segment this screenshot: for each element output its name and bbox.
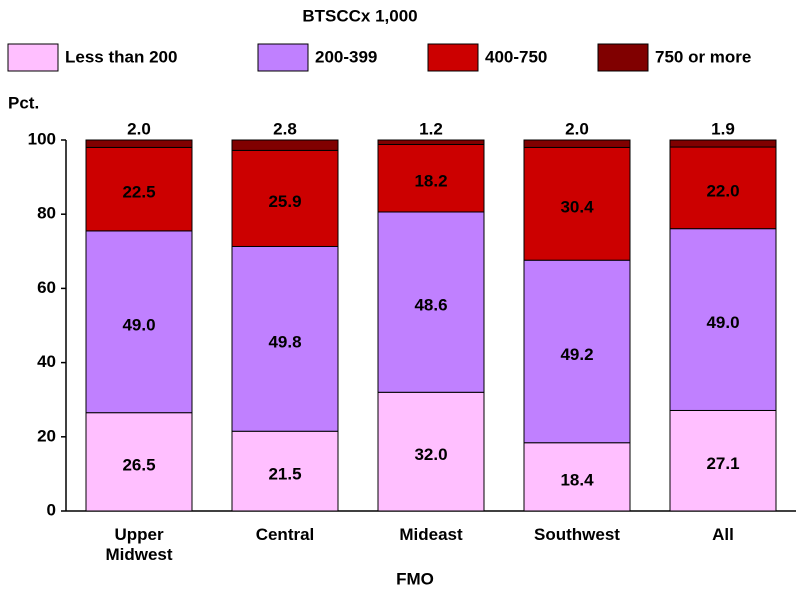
- data-label: 27.1: [706, 454, 739, 473]
- bar-segment: [377, 143, 485, 213]
- data-label: 32.0: [414, 445, 447, 464]
- bar-segment: [231, 430, 339, 512]
- legend-swatch: [597, 43, 649, 72]
- bar-segment: [669, 146, 777, 230]
- bar-segment: [85, 146, 193, 232]
- y-tick-label: 100: [28, 129, 56, 148]
- data-label: 49.2: [560, 345, 593, 364]
- bar-segment: [523, 139, 631, 148]
- data-label: 2.8: [273, 119, 297, 138]
- bar-segment: [523, 146, 631, 261]
- bar-segment: [377, 211, 485, 393]
- data-label: 22.5: [122, 183, 155, 202]
- x-tick-label: Southwest: [534, 525, 620, 544]
- bar-segment: [377, 139, 485, 145]
- data-label: 2.0: [565, 119, 589, 138]
- y-tick-label: 0: [47, 500, 56, 519]
- bar-segment: [669, 409, 777, 512]
- data-label: 49.0: [122, 315, 155, 334]
- legend-label: Less than 200: [65, 47, 177, 66]
- x-axis-label: FMO: [396, 569, 434, 588]
- bar-segment: [523, 442, 631, 512]
- y-axis-label: Pct.: [8, 93, 39, 112]
- legend-label: 750 or more: [655, 47, 751, 66]
- bar-segment: [523, 259, 631, 444]
- bar-segment: [85, 139, 193, 148]
- chart-title: BTSCCx 1,000: [302, 6, 417, 25]
- x-tick-label: Upper Midwest: [105, 525, 173, 564]
- data-label: 26.5: [122, 455, 155, 474]
- data-label: 25.9: [268, 192, 301, 211]
- bar-segment: [669, 228, 777, 411]
- y-tick-label: 40: [37, 352, 56, 371]
- data-label: 1.2: [419, 119, 443, 138]
- x-tick-label: Central: [255, 525, 315, 544]
- bar-segment: [669, 139, 777, 148]
- bar-segment: [231, 139, 339, 151]
- legend-swatch: [257, 43, 309, 72]
- data-label: 22.0: [706, 181, 739, 200]
- bar-segment: [85, 230, 193, 414]
- legend-swatch: [427, 43, 479, 72]
- legend-label: 400-750: [485, 47, 547, 66]
- x-tick-label: Mideast: [399, 525, 463, 544]
- data-label: 48.6: [414, 296, 447, 315]
- y-tick-label: 20: [37, 426, 56, 445]
- data-label: 1.9: [711, 119, 735, 138]
- legend-label: 200-399: [315, 47, 377, 66]
- data-label: 18.4: [560, 470, 594, 489]
- x-tick-label: All: [712, 525, 734, 544]
- legend-swatch: [7, 43, 59, 72]
- bar-segment: [85, 412, 193, 512]
- data-label: 18.2: [414, 172, 447, 191]
- data-label: 49.0: [706, 313, 739, 332]
- data-label: 21.5: [268, 465, 301, 484]
- data-label: 30.4: [560, 197, 594, 216]
- y-tick-label: 80: [37, 204, 56, 223]
- bar-segment: [231, 245, 339, 432]
- y-tick-label: 60: [37, 278, 56, 297]
- data-label: 49.8: [268, 332, 301, 351]
- data-label: 2.0: [127, 119, 151, 138]
